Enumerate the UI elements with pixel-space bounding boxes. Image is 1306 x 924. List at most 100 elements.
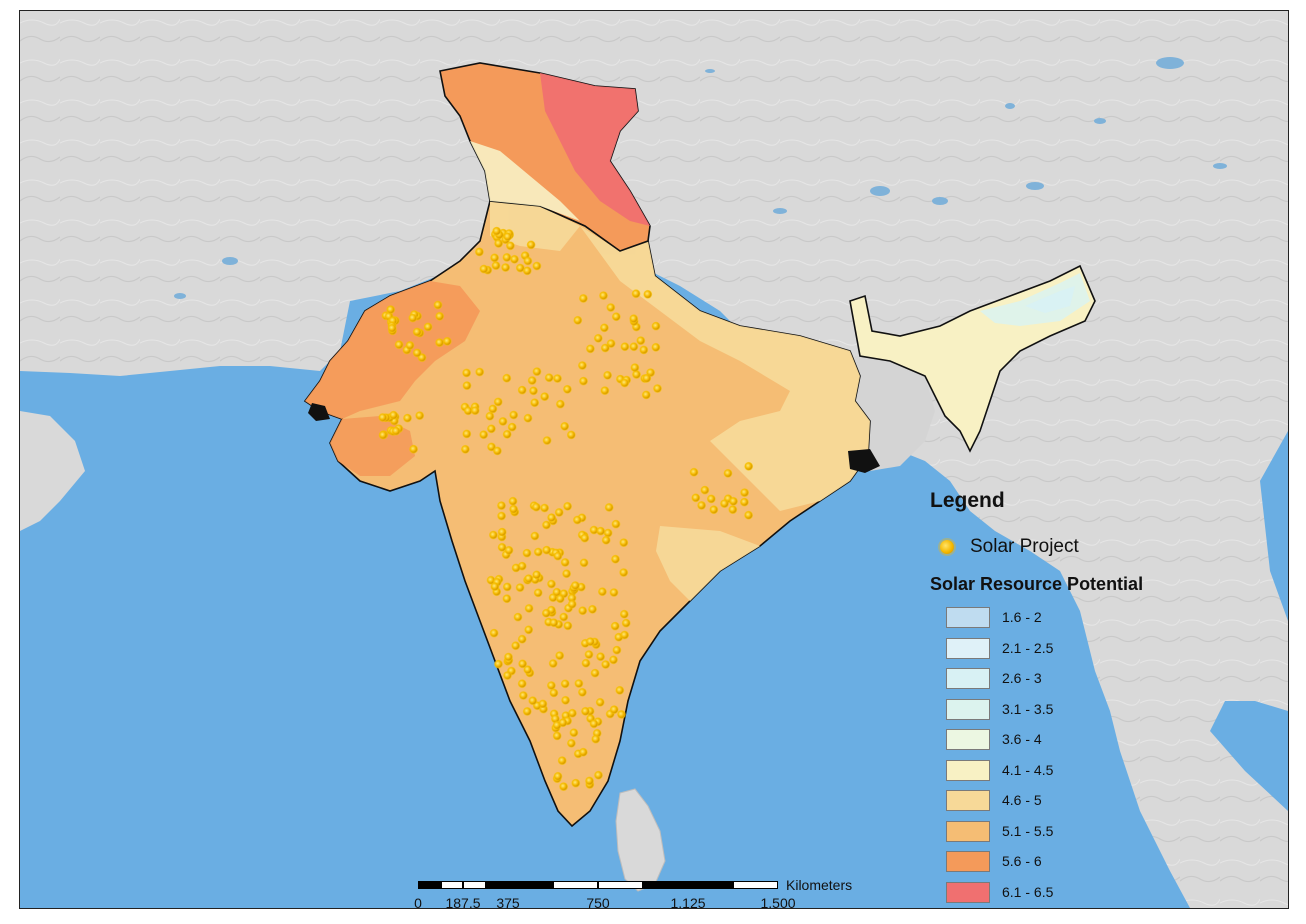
solar-project-point[interactable] bbox=[542, 436, 552, 445]
solar-project-point[interactable] bbox=[559, 612, 569, 622]
solar-project-point[interactable] bbox=[511, 641, 521, 651]
solar-project-point[interactable] bbox=[744, 461, 754, 471]
solar-project-point[interactable] bbox=[643, 289, 653, 299]
solar-project-point[interactable] bbox=[740, 488, 749, 498]
solar-project-point[interactable] bbox=[580, 533, 590, 543]
solar-project-point[interactable] bbox=[540, 503, 549, 513]
solar-project-point[interactable] bbox=[631, 289, 641, 299]
solar-project-point[interactable] bbox=[415, 411, 425, 421]
solar-project-point[interactable] bbox=[544, 373, 554, 383]
solar-project-point[interactable] bbox=[740, 497, 749, 507]
solar-project-point[interactable] bbox=[653, 384, 662, 393]
solar-project-point[interactable] bbox=[560, 679, 570, 689]
solar-project-point[interactable] bbox=[530, 531, 540, 541]
solar-project-point[interactable] bbox=[601, 535, 611, 545]
solar-project-point[interactable] bbox=[506, 241, 515, 251]
solar-project-point[interactable] bbox=[603, 370, 612, 380]
solar-project-point[interactable] bbox=[412, 348, 422, 358]
solar-project-point[interactable] bbox=[540, 392, 550, 402]
solar-project-point[interactable] bbox=[475, 247, 484, 257]
solar-project-point[interactable] bbox=[573, 515, 582, 525]
map-canvas[interactable] bbox=[20, 11, 1288, 908]
solar-project-point[interactable] bbox=[493, 446, 502, 456]
solar-project-point[interactable] bbox=[581, 706, 590, 716]
solar-project-point[interactable] bbox=[490, 582, 500, 591]
solar-project-point[interactable] bbox=[619, 609, 629, 619]
solar-project-point[interactable] bbox=[584, 650, 594, 659]
solar-project-point[interactable] bbox=[636, 336, 646, 346]
solar-project-point[interactable] bbox=[604, 503, 614, 512]
solar-project-point[interactable] bbox=[593, 333, 603, 343]
solar-project-point[interactable] bbox=[562, 569, 571, 579]
solar-project-point[interactable] bbox=[578, 361, 587, 370]
solar-project-point[interactable] bbox=[488, 404, 498, 414]
solar-project-point[interactable] bbox=[490, 253, 500, 263]
solar-project-point[interactable] bbox=[601, 660, 611, 669]
solar-project-point[interactable] bbox=[594, 770, 603, 780]
solar-project-point[interactable] bbox=[502, 252, 512, 262]
solar-project-point[interactable] bbox=[518, 659, 528, 669]
solar-project-point[interactable] bbox=[533, 588, 543, 598]
map-frame[interactable]: Legend Solar Project Solar Resource Pote… bbox=[19, 10, 1289, 909]
solar-project-point[interactable] bbox=[553, 771, 563, 781]
solar-project-point[interactable] bbox=[485, 411, 495, 421]
solar-project-point[interactable] bbox=[609, 655, 618, 665]
solar-project-point[interactable] bbox=[599, 291, 608, 301]
solar-project-point[interactable] bbox=[744, 510, 753, 520]
solar-project-point[interactable] bbox=[509, 410, 519, 420]
solar-project-point[interactable] bbox=[526, 240, 536, 250]
solar-project-point[interactable] bbox=[522, 266, 532, 276]
solar-project-point[interactable] bbox=[563, 621, 573, 631]
solar-project-point[interactable] bbox=[503, 232, 513, 242]
solar-project-point[interactable] bbox=[578, 747, 588, 757]
solar-project-point[interactable] bbox=[461, 444, 470, 454]
solar-project-point[interactable] bbox=[532, 367, 542, 377]
solar-project-point[interactable] bbox=[529, 386, 538, 396]
solar-project-point[interactable] bbox=[586, 637, 595, 646]
solar-project-point[interactable] bbox=[639, 345, 649, 355]
solar-project-point[interactable] bbox=[502, 582, 512, 592]
solar-project-point[interactable] bbox=[553, 374, 562, 383]
solar-project-point[interactable] bbox=[689, 467, 699, 477]
solar-project-point[interactable] bbox=[619, 568, 629, 577]
solar-project-point[interactable] bbox=[600, 343, 610, 353]
solar-project-point[interactable] bbox=[697, 501, 706, 510]
solar-project-point[interactable] bbox=[729, 496, 738, 506]
solar-project-point[interactable] bbox=[720, 499, 729, 509]
solar-project-point[interactable] bbox=[630, 363, 640, 373]
solar-project-point[interactable] bbox=[612, 645, 622, 655]
solar-project-point[interactable] bbox=[563, 384, 572, 394]
solar-project-point[interactable] bbox=[387, 323, 397, 333]
solar-project-point[interactable] bbox=[408, 313, 418, 323]
solar-project-point[interactable] bbox=[558, 718, 568, 728]
solar-project-point[interactable] bbox=[560, 558, 570, 567]
solar-project-point[interactable] bbox=[591, 734, 601, 744]
solar-project-point[interactable] bbox=[555, 651, 565, 660]
solar-project-point[interactable] bbox=[403, 413, 412, 423]
solar-project-point[interactable] bbox=[571, 581, 580, 590]
solar-project-point[interactable] bbox=[515, 583, 525, 592]
solar-project-point[interactable] bbox=[475, 367, 485, 377]
solar-project-point[interactable] bbox=[563, 501, 572, 511]
solar-project-point[interactable] bbox=[557, 756, 567, 765]
solar-project-point[interactable] bbox=[574, 679, 584, 688]
solar-project-point[interactable] bbox=[651, 321, 661, 331]
solar-project-point[interactable] bbox=[691, 493, 701, 503]
solar-project-point[interactable] bbox=[378, 430, 388, 440]
solar-project-point[interactable] bbox=[542, 520, 551, 530]
solar-project-point[interactable] bbox=[611, 312, 621, 322]
solar-project-point[interactable] bbox=[522, 707, 532, 716]
solar-project-point[interactable] bbox=[524, 625, 534, 635]
solar-project-point[interactable] bbox=[442, 336, 452, 346]
solar-project-point[interactable] bbox=[589, 719, 599, 729]
solar-project-point[interactable] bbox=[611, 519, 621, 529]
solar-project-point[interactable] bbox=[595, 697, 605, 707]
solar-project-point[interactable] bbox=[462, 381, 472, 391]
solar-project-point[interactable] bbox=[487, 424, 496, 434]
solar-project-point[interactable] bbox=[621, 618, 631, 628]
solar-project-point[interactable] bbox=[554, 508, 564, 517]
solar-project-point[interactable] bbox=[489, 530, 498, 540]
solar-project-point[interactable] bbox=[533, 547, 543, 557]
solar-project-point[interactable] bbox=[497, 511, 507, 521]
solar-project-point[interactable] bbox=[389, 410, 399, 420]
